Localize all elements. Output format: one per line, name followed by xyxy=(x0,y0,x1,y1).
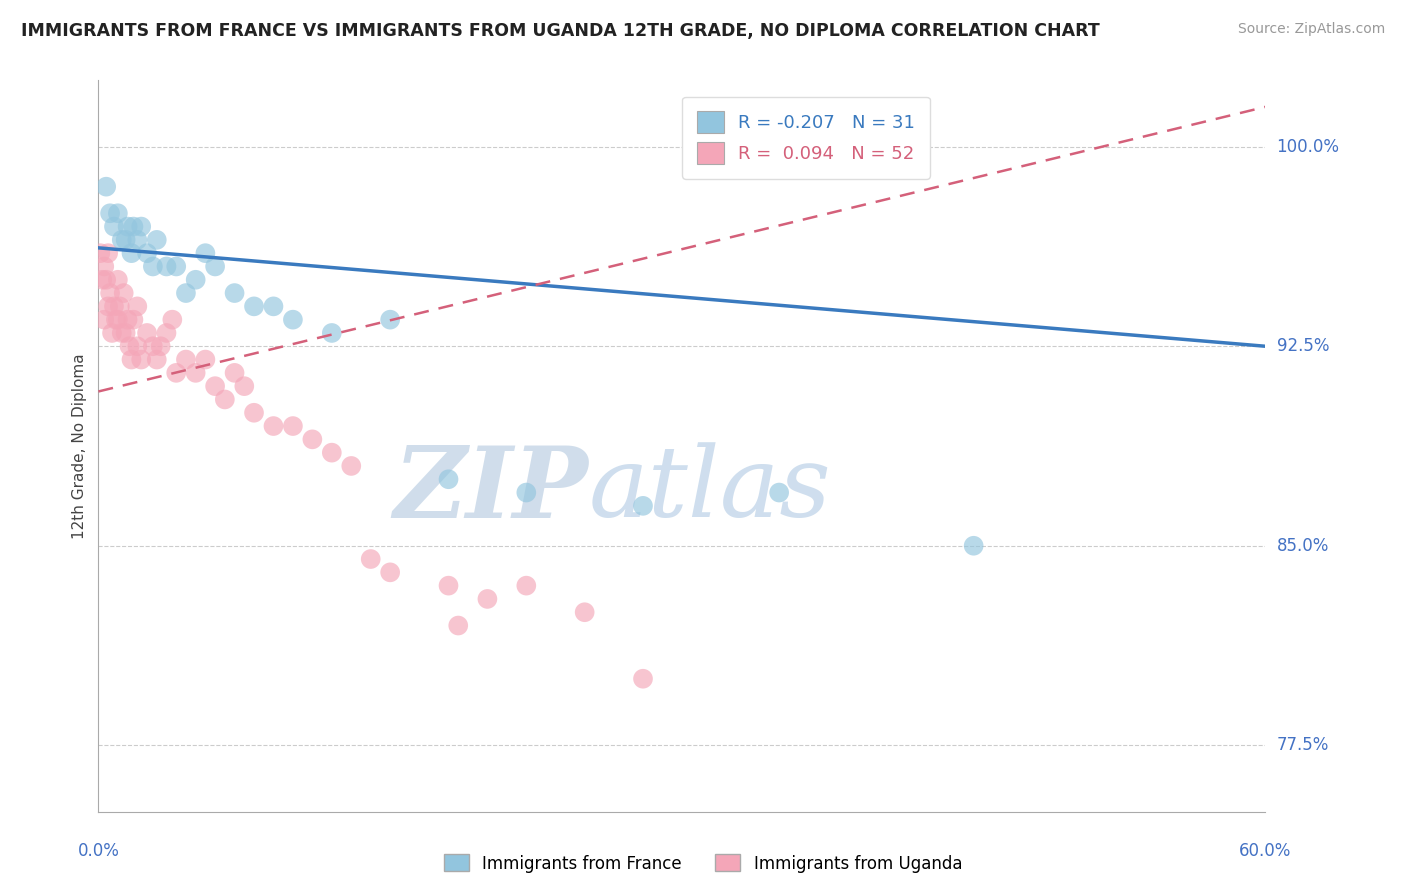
Point xyxy=(107,206,129,220)
Point xyxy=(103,299,125,313)
Point xyxy=(108,299,131,313)
Point xyxy=(204,260,226,274)
Point xyxy=(121,352,143,367)
Point xyxy=(174,352,197,367)
Point xyxy=(98,286,121,301)
Point xyxy=(111,233,134,247)
Point xyxy=(631,672,654,686)
Point xyxy=(111,326,134,340)
Point xyxy=(98,206,121,220)
Point xyxy=(962,539,984,553)
Point xyxy=(103,219,125,234)
Text: 85.0%: 85.0% xyxy=(1277,537,1329,555)
Point xyxy=(162,312,184,326)
Point xyxy=(214,392,236,407)
Point xyxy=(262,299,284,313)
Text: 92.5%: 92.5% xyxy=(1277,337,1329,355)
Point xyxy=(194,352,217,367)
Point xyxy=(112,286,135,301)
Point xyxy=(321,326,343,340)
Point xyxy=(93,260,115,274)
Point xyxy=(437,579,460,593)
Point xyxy=(515,579,537,593)
Point xyxy=(243,406,266,420)
Point xyxy=(142,260,165,274)
Y-axis label: 12th Grade, No Diploma: 12th Grade, No Diploma xyxy=(72,353,87,539)
Point xyxy=(107,312,129,326)
Point xyxy=(224,366,246,380)
Point xyxy=(89,246,111,260)
Point xyxy=(93,312,115,326)
Point xyxy=(155,326,177,340)
Point xyxy=(447,618,470,632)
Point xyxy=(127,299,149,313)
Point xyxy=(127,339,149,353)
Point xyxy=(380,312,402,326)
Point xyxy=(129,352,152,367)
Point xyxy=(117,219,139,234)
Point xyxy=(114,233,136,247)
Point xyxy=(477,591,499,606)
Point xyxy=(515,485,537,500)
Text: 0.0%: 0.0% xyxy=(77,842,120,860)
Point xyxy=(184,273,207,287)
Point xyxy=(631,499,654,513)
Point xyxy=(340,458,363,473)
Point xyxy=(194,246,217,260)
Point xyxy=(96,179,118,194)
Point xyxy=(146,352,169,367)
Point xyxy=(121,246,143,260)
Point xyxy=(574,605,596,619)
Point xyxy=(184,366,207,380)
Point xyxy=(104,312,127,326)
Point xyxy=(117,312,139,326)
Point xyxy=(101,326,124,340)
Point xyxy=(281,419,304,434)
Point xyxy=(127,233,149,247)
Legend: R = -0.207   N = 31, R =  0.094   N = 52: R = -0.207 N = 31, R = 0.094 N = 52 xyxy=(682,96,929,178)
Point xyxy=(97,246,120,260)
Point xyxy=(321,445,343,459)
Point xyxy=(437,472,460,486)
Point xyxy=(155,260,177,274)
Point xyxy=(360,552,382,566)
Point xyxy=(122,219,145,234)
Text: atlas: atlas xyxy=(589,442,831,538)
Point xyxy=(149,339,172,353)
Point xyxy=(136,246,159,260)
Point xyxy=(114,326,136,340)
Point xyxy=(165,260,187,274)
Point xyxy=(97,299,120,313)
Point xyxy=(301,433,323,447)
Text: 100.0%: 100.0% xyxy=(1277,137,1340,156)
Point xyxy=(91,273,114,287)
Point xyxy=(142,339,165,353)
Point xyxy=(281,312,304,326)
Point xyxy=(136,326,159,340)
Text: ZIP: ZIP xyxy=(394,442,589,538)
Point xyxy=(107,273,129,287)
Point xyxy=(768,485,790,500)
Point xyxy=(146,233,169,247)
Point xyxy=(243,299,266,313)
Text: IMMIGRANTS FROM FRANCE VS IMMIGRANTS FROM UGANDA 12TH GRADE, NO DIPLOMA CORRELAT: IMMIGRANTS FROM FRANCE VS IMMIGRANTS FRO… xyxy=(21,22,1099,40)
Point xyxy=(96,273,118,287)
Point xyxy=(118,339,141,353)
Point xyxy=(174,286,197,301)
Point xyxy=(129,219,152,234)
Point xyxy=(165,366,187,380)
Text: 60.0%: 60.0% xyxy=(1239,842,1292,860)
Legend: Immigrants from France, Immigrants from Uganda: Immigrants from France, Immigrants from … xyxy=(437,847,969,880)
Point xyxy=(204,379,226,393)
Point xyxy=(380,566,402,580)
Text: Source: ZipAtlas.com: Source: ZipAtlas.com xyxy=(1237,22,1385,37)
Text: 77.5%: 77.5% xyxy=(1277,736,1329,755)
Point xyxy=(122,312,145,326)
Point xyxy=(224,286,246,301)
Point xyxy=(233,379,256,393)
Point xyxy=(262,419,284,434)
